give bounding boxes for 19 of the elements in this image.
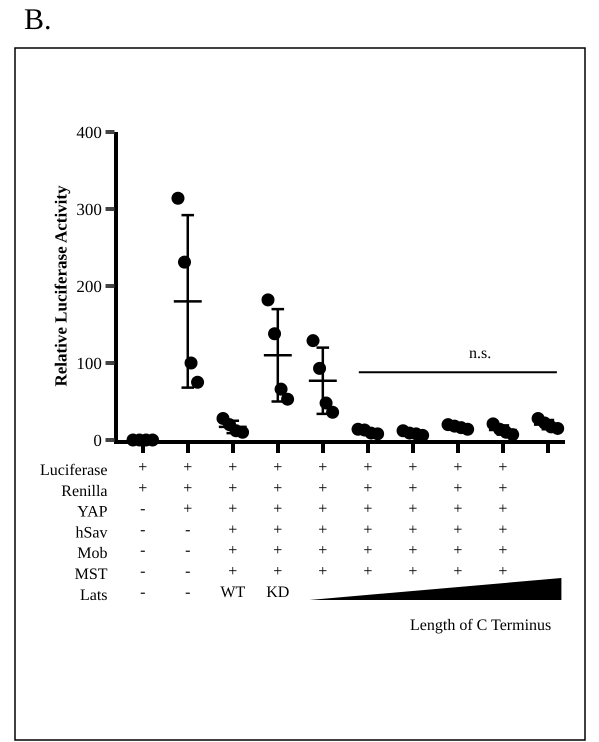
x-tick-label: + + + + + + [318,458,328,580]
x-tick-label: + + + + + + [498,458,508,580]
x-tick-label: + + + + + + WT [220,458,246,601]
x-tick-label: + + + + + + [453,458,462,580]
x-tick-label: + + + - - - - [183,458,192,601]
y-tick-label: 0 [93,430,102,450]
y-axis-title: Relative Luciferase Activity [51,184,70,387]
text: Luciferase Renilla YAP hSav Mob MST Lats [40,462,108,604]
x-tick-label: + + + + + + [363,458,372,580]
x-tick-label: + + + + + + KD [266,458,290,601]
chart-title: B. [24,3,52,36]
y-tick-label: 300 [76,200,102,219]
x-tick-label: + + + + + + [408,458,418,580]
text: Length of C Terminus [410,617,552,634]
x-tick-label: + + - - - - - [138,458,148,601]
y-tick-label: 100 [76,354,102,373]
y-tick-label: 400 [76,122,102,142]
y-tick-label: 200 [76,276,102,296]
annotation: n.s. [469,345,492,362]
